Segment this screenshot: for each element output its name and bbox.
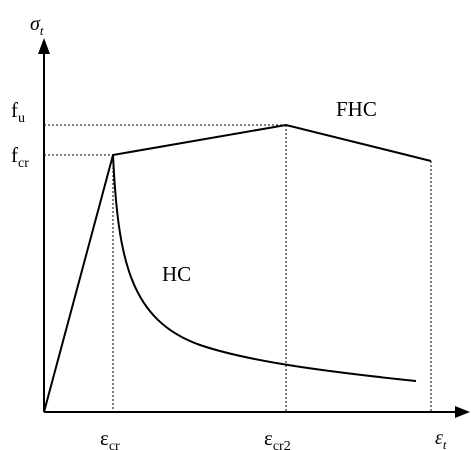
- y-axis-subscript: t: [40, 23, 44, 38]
- y-tick-fu-base: f: [11, 98, 18, 122]
- series-hc-curve: [113, 155, 416, 381]
- x-tick-ecr-base: ε: [100, 426, 109, 450]
- y-axis-arrowhead: [38, 38, 50, 54]
- y-tick-label-fcr: fcr: [11, 143, 29, 171]
- y-tick-fcr-base: f: [11, 143, 18, 167]
- x-tick-ecr-sub: cr: [109, 439, 120, 450]
- y-tick-label-fu: fu: [11, 98, 25, 126]
- y-tick-fu-sub: u: [18, 111, 25, 126]
- x-tick-ecr2-base: ε: [264, 426, 273, 450]
- x-axis-subscript: t: [443, 437, 447, 450]
- x-tick-ecr2-sub: cr2: [273, 439, 291, 450]
- x-axis-arrowhead: [455, 406, 470, 418]
- y-axis-title: σt: [30, 13, 44, 38]
- series-fhc-curve: [44, 125, 431, 412]
- series-label-hc: HC: [162, 262, 191, 286]
- x-tick-label-ecr2: εcr2: [264, 426, 291, 450]
- x-axis-title: εt: [435, 427, 447, 450]
- series-label-fhc: FHC: [336, 97, 377, 121]
- x-tick-label-ecr: εcr: [100, 426, 120, 450]
- x-axis-symbol: ε: [435, 427, 443, 449]
- y-tick-fcr-sub: cr: [18, 156, 29, 171]
